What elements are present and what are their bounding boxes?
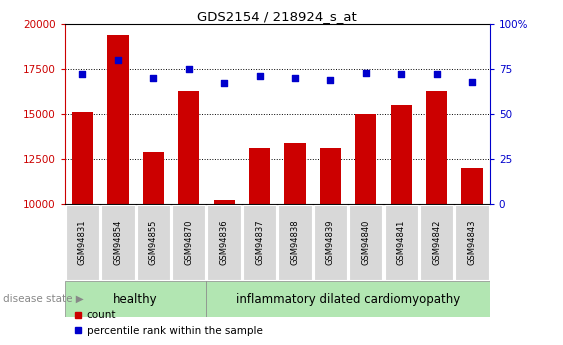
Text: GSM94840: GSM94840 [361, 220, 370, 265]
FancyBboxPatch shape [65, 281, 207, 317]
Point [326, 77, 335, 82]
FancyBboxPatch shape [207, 281, 490, 317]
Point [149, 75, 158, 81]
FancyBboxPatch shape [243, 205, 276, 279]
Text: GSM94831: GSM94831 [78, 220, 87, 265]
Text: GSM94870: GSM94870 [184, 220, 193, 265]
Text: healthy: healthy [113, 293, 158, 306]
FancyBboxPatch shape [66, 205, 99, 279]
Bar [142, 151, 164, 204]
Point [468, 79, 477, 84]
Text: GSM94837: GSM94837 [255, 219, 264, 265]
FancyBboxPatch shape [278, 205, 312, 279]
Bar [284, 142, 306, 204]
Bar [355, 114, 377, 204]
FancyBboxPatch shape [172, 205, 205, 279]
Text: GSM94841: GSM94841 [397, 220, 406, 265]
Point [432, 72, 441, 77]
Point [255, 73, 264, 79]
FancyBboxPatch shape [420, 205, 453, 279]
Bar [107, 35, 128, 204]
Bar [249, 148, 270, 204]
Title: GDS2154 / 218924_s_at: GDS2154 / 218924_s_at [198, 10, 357, 23]
Text: inflammatory dilated cardiomyopathy: inflammatory dilated cardiomyopathy [236, 293, 460, 306]
Text: GSM94842: GSM94842 [432, 220, 441, 265]
Bar [426, 90, 447, 204]
Bar [72, 112, 93, 204]
FancyBboxPatch shape [385, 205, 418, 279]
FancyBboxPatch shape [101, 205, 135, 279]
Point [361, 70, 370, 75]
FancyBboxPatch shape [208, 205, 241, 279]
Text: GSM94838: GSM94838 [291, 219, 300, 265]
Text: GSM94843: GSM94843 [468, 220, 477, 265]
Point [184, 66, 193, 72]
Text: GSM94855: GSM94855 [149, 220, 158, 265]
Text: GSM94836: GSM94836 [220, 219, 229, 265]
Bar [462, 168, 482, 204]
Point [397, 72, 406, 77]
FancyBboxPatch shape [455, 205, 489, 279]
FancyBboxPatch shape [349, 205, 382, 279]
Point [220, 81, 229, 86]
Point [113, 57, 122, 63]
Bar [391, 105, 412, 204]
Text: GSM94839: GSM94839 [326, 220, 335, 265]
Bar [213, 200, 235, 204]
Text: GSM94854: GSM94854 [113, 220, 122, 265]
FancyBboxPatch shape [137, 205, 170, 279]
Point [78, 72, 87, 77]
FancyBboxPatch shape [314, 205, 347, 279]
Bar [320, 148, 341, 204]
Text: disease state ▶: disease state ▶ [3, 294, 83, 304]
Point [291, 75, 300, 81]
Legend: count, percentile rank within the sample: count, percentile rank within the sample [70, 306, 267, 340]
Bar [178, 90, 199, 204]
